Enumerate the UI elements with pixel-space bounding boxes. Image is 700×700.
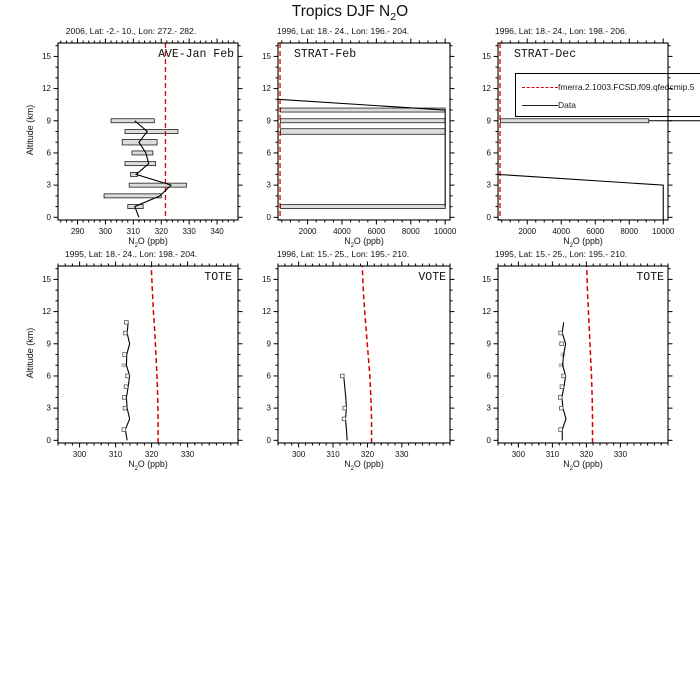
- svg-text:330: 330: [614, 450, 628, 459]
- svg-text:9: 9: [267, 116, 272, 125]
- subplot-title-2: 1996, Lat: 18.- 24., Lon: 196.- 204.: [276, 26, 410, 36]
- subplot-title-5: 1996, Lat: 15.- 25., Lon: 195.- 210.: [276, 249, 410, 259]
- panel-label-strat-dec: STRAT-Dec: [514, 48, 577, 61]
- svg-text:300: 300: [99, 227, 113, 236]
- svg-text:6000: 6000: [586, 227, 604, 236]
- svg-text:310: 310: [326, 450, 340, 459]
- panel-label-strat-feb: STRAT-Feb: [294, 48, 357, 61]
- svg-text:6: 6: [267, 372, 272, 381]
- svg-text:4000: 4000: [333, 227, 351, 236]
- svg-text:3: 3: [267, 404, 272, 413]
- svg-text:12: 12: [42, 84, 51, 93]
- legend-model-line-sample: [522, 86, 558, 88]
- svg-text:340: 340: [210, 227, 224, 236]
- svg-text:6: 6: [487, 372, 492, 381]
- svg-text:9: 9: [487, 116, 492, 125]
- svg-text:330: 330: [395, 450, 409, 459]
- svg-text:2000: 2000: [518, 227, 536, 236]
- svg-text:3: 3: [47, 181, 52, 190]
- svg-text:15: 15: [42, 52, 51, 61]
- svg-text:0: 0: [47, 436, 52, 445]
- legend-model-label: fmerra.2.1003.FCSD.f09.qfedcmip.5: [558, 82, 695, 92]
- svg-text:2000: 2000: [299, 227, 317, 236]
- panel-label-ave-janfeb: AVE-Jan Feb: [158, 48, 234, 61]
- svg-text:8000: 8000: [402, 227, 420, 236]
- svg-text:9: 9: [47, 116, 52, 125]
- svg-text:3: 3: [487, 181, 492, 190]
- svg-text:290: 290: [71, 227, 85, 236]
- xaxis-label-6: N2O (ppb): [563, 459, 603, 472]
- figure-title-sub: 2: [390, 11, 397, 24]
- svg-text:8000: 8000: [620, 227, 638, 236]
- svg-text:0: 0: [487, 213, 492, 222]
- svg-text:15: 15: [262, 275, 271, 284]
- svg-text:320: 320: [155, 227, 169, 236]
- svg-text:300: 300: [512, 450, 526, 459]
- panel-label-tote-2: TOTE: [636, 271, 664, 284]
- svg-text:310: 310: [127, 227, 141, 236]
- svg-text:15: 15: [482, 275, 491, 284]
- xaxis-label-4: N2O (ppb): [128, 459, 168, 472]
- figure-title: Tropics DJF N2O: [0, 3, 700, 23]
- panel-label-vote: VOTE: [418, 271, 446, 284]
- svg-text:0: 0: [267, 436, 272, 445]
- svg-text:9: 9: [267, 339, 272, 348]
- svg-text:3: 3: [487, 404, 492, 413]
- svg-text:320: 320: [145, 450, 159, 459]
- svg-text:300: 300: [292, 450, 306, 459]
- svg-text:4000: 4000: [552, 227, 570, 236]
- figure-title-post: O: [396, 3, 409, 20]
- svg-text:6000: 6000: [367, 227, 385, 236]
- svg-text:0: 0: [47, 213, 52, 222]
- legend-entry-model: fmerra.2.1003.FCSD.f09.qfedcmip.5: [522, 78, 700, 96]
- xaxis-label-3: N2O (ppb): [563, 236, 603, 249]
- svg-text:6: 6: [47, 149, 52, 158]
- svg-text:6: 6: [47, 372, 52, 381]
- legend-box: fmerra.2.1003.FCSD.f09.qfedcmip.5 Data: [515, 73, 700, 117]
- legend-entry-data: Data: [522, 96, 700, 114]
- svg-text:330: 330: [181, 450, 195, 459]
- subplot-title-4: 1995, Lat: 18.- 24., Lon: 198.- 204.: [64, 249, 198, 259]
- svg-text:12: 12: [262, 307, 271, 316]
- svg-text:9: 9: [487, 339, 492, 348]
- svg-text:320: 320: [580, 450, 594, 459]
- svg-text:15: 15: [262, 52, 271, 61]
- svg-text:12: 12: [42, 307, 51, 316]
- svg-text:310: 310: [109, 450, 123, 459]
- svg-text:10000: 10000: [652, 227, 675, 236]
- svg-text:9: 9: [47, 339, 52, 348]
- svg-text:3: 3: [47, 404, 52, 413]
- xaxis-label-5: N2O (ppb): [344, 459, 384, 472]
- subplot-title-6: 1995, Lat: 15.- 25., Lon: 195.- 210.: [494, 249, 628, 259]
- svg-text:310: 310: [546, 450, 560, 459]
- yaxis-label-row1: Altitude (km): [25, 104, 35, 156]
- svg-text:6: 6: [487, 149, 492, 158]
- svg-text:12: 12: [482, 307, 491, 316]
- svg-text:12: 12: [482, 84, 491, 93]
- svg-text:3: 3: [267, 181, 272, 190]
- yaxis-label-row2: Altitude (km): [25, 327, 35, 379]
- svg-text:12: 12: [262, 84, 271, 93]
- svg-text:330: 330: [182, 227, 196, 236]
- svg-text:300: 300: [73, 450, 87, 459]
- legend-data-line-sample: [522, 104, 558, 106]
- svg-text:0: 0: [267, 213, 272, 222]
- svg-text:320: 320: [361, 450, 375, 459]
- svg-text:6: 6: [267, 149, 272, 158]
- svg-text:0: 0: [487, 436, 492, 445]
- svg-text:10000: 10000: [434, 227, 457, 236]
- panel-label-tote-1: TOTE: [204, 271, 232, 284]
- svg-text:15: 15: [482, 52, 491, 61]
- xaxis-label-1: N2O (ppb): [128, 236, 168, 249]
- subplot-title-1: 2006, Lat: -2.- 10., Lon: 272.- 282.: [65, 26, 197, 36]
- figure-title-pre: Tropics DJF N: [291, 3, 391, 20]
- xaxis-label-2: N2O (ppb): [344, 236, 384, 249]
- legend-data-label: Data: [558, 100, 576, 110]
- svg-text:15: 15: [42, 275, 51, 284]
- subplot-title-3: 1996, Lat: 18.- 24., Lon: 198.- 206.: [494, 26, 628, 36]
